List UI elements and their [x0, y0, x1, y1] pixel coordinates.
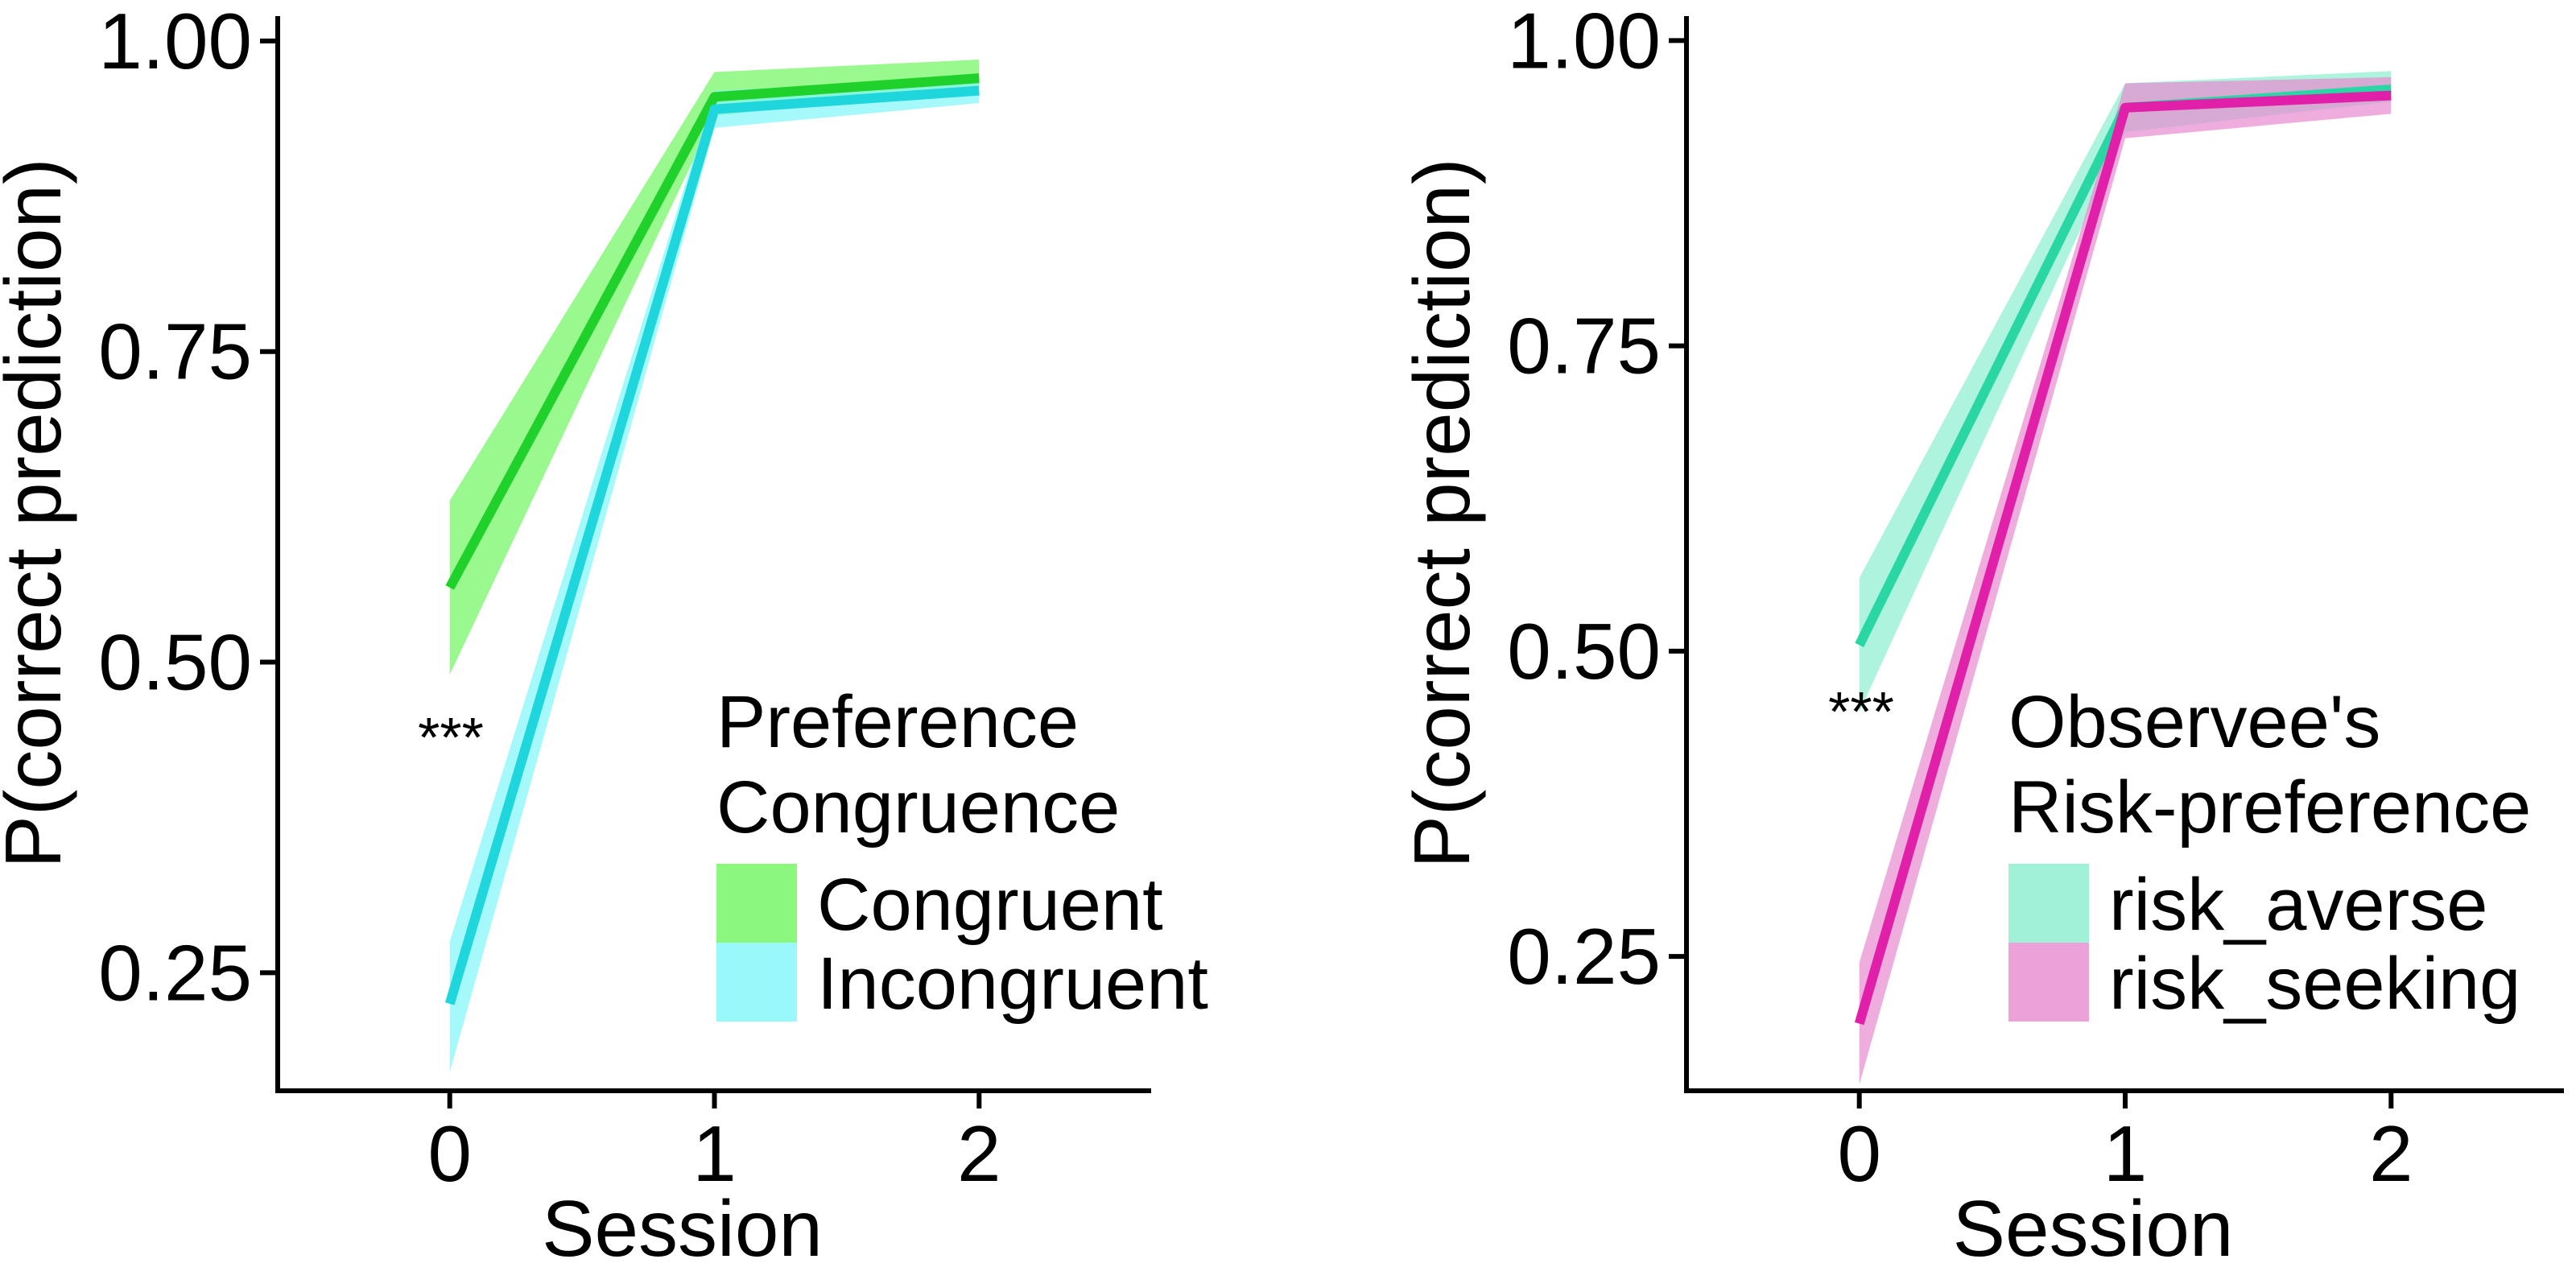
- y-axis-title: P(correct prediction): [0, 158, 77, 868]
- x-axis-title: Session: [542, 1184, 823, 1273]
- y-tick-label: 0.25: [98, 928, 252, 1017]
- y-tick-label: 0.50: [1507, 607, 1661, 696]
- ci-band-risk_averse: [1859, 71, 2392, 712]
- x-tick-label: 0: [1837, 1109, 1881, 1198]
- legend-title: Congruence: [716, 766, 1120, 848]
- legend-label-congruent: Congruent: [817, 864, 1163, 946]
- y-axis-title: P(correct prediction): [1397, 158, 1486, 868]
- chart-panel-left: 0.25 0.50 0.75 1.00 0 1 2 Session P(correct pred…: [0, 0, 1208, 1273]
- legend-title: Preference: [716, 681, 1079, 763]
- legend-label-incongruent: Incongruent: [817, 943, 1208, 1025]
- series-line-congruent: [445, 73, 980, 590]
- legend-key-risk_averse: [2008, 864, 2089, 943]
- y-tick-label: 0.75: [1507, 302, 1661, 390]
- x-tick-label: 1: [2103, 1109, 2148, 1198]
- x-tick-label: 0: [427, 1109, 472, 1198]
- significance-annotation: ***: [418, 706, 484, 769]
- y-tick-label: 0.25: [1507, 912, 1661, 1001]
- legend-key-congruent: [716, 864, 797, 943]
- x-axis-title: Session: [1953, 1184, 2234, 1273]
- legend-key-risk_seeking: [2008, 943, 2089, 1022]
- chart-panel-right: 0.25 0.50 0.75 1.00 0 1 2 Session P(correct pred…: [1397, 0, 2564, 1273]
- y-tick-label: 1.00: [98, 0, 252, 85]
- y-tick-label: 1.00: [1507, 0, 1661, 85]
- significance-annotation: ***: [1828, 680, 1894, 743]
- y-tick-label: 0.50: [98, 618, 252, 707]
- y-tick-label: 0.75: [98, 308, 252, 396]
- series-line-risk_averse: [1855, 85, 2392, 647]
- x-tick-label: 1: [692, 1109, 737, 1198]
- legend-title: Observee's: [2008, 681, 2380, 763]
- legend-title: Risk-preference: [2008, 766, 2531, 848]
- legend-key-incongruent: [716, 943, 797, 1022]
- x-tick-label: 2: [957, 1109, 1001, 1198]
- ci-band-congruent: [449, 60, 980, 675]
- legend-label-risk_averse: risk_averse: [2109, 864, 2487, 946]
- legend-label-risk_seeking: risk_seeking: [2109, 943, 2520, 1025]
- x-tick-label: 2: [2369, 1109, 2413, 1198]
